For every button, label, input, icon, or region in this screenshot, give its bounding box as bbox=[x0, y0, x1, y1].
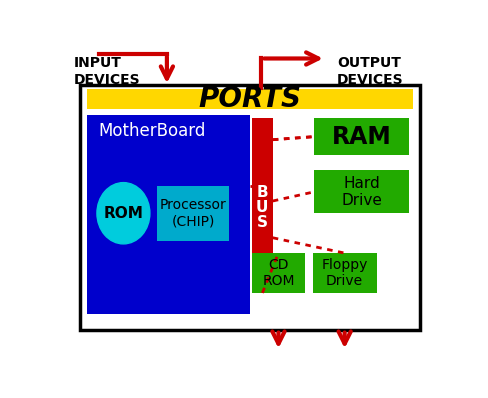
Text: B
U
S: B U S bbox=[256, 185, 268, 230]
FancyBboxPatch shape bbox=[87, 115, 250, 314]
FancyBboxPatch shape bbox=[314, 118, 409, 155]
Text: PORTS: PORTS bbox=[199, 85, 302, 113]
Text: INPUT
DEVICES: INPUT DEVICES bbox=[74, 57, 141, 86]
FancyBboxPatch shape bbox=[312, 253, 377, 293]
Text: ROM: ROM bbox=[103, 206, 143, 221]
Text: OUTPUT
DEVICES: OUTPUT DEVICES bbox=[337, 57, 404, 86]
FancyBboxPatch shape bbox=[252, 118, 273, 293]
Ellipse shape bbox=[97, 183, 150, 244]
Text: MotherBoard: MotherBoard bbox=[99, 121, 206, 140]
Text: CD
ROM: CD ROM bbox=[262, 258, 295, 288]
Text: RAM: RAM bbox=[332, 125, 391, 148]
FancyBboxPatch shape bbox=[87, 89, 413, 109]
FancyBboxPatch shape bbox=[314, 170, 409, 213]
Text: Hard
Drive: Hard Drive bbox=[341, 176, 382, 208]
FancyBboxPatch shape bbox=[252, 253, 305, 293]
Text: Processor
(CHIP): Processor (CHIP) bbox=[160, 198, 227, 228]
Text: Floppy
Drive: Floppy Drive bbox=[322, 258, 368, 288]
FancyBboxPatch shape bbox=[158, 185, 229, 241]
FancyBboxPatch shape bbox=[80, 84, 420, 330]
